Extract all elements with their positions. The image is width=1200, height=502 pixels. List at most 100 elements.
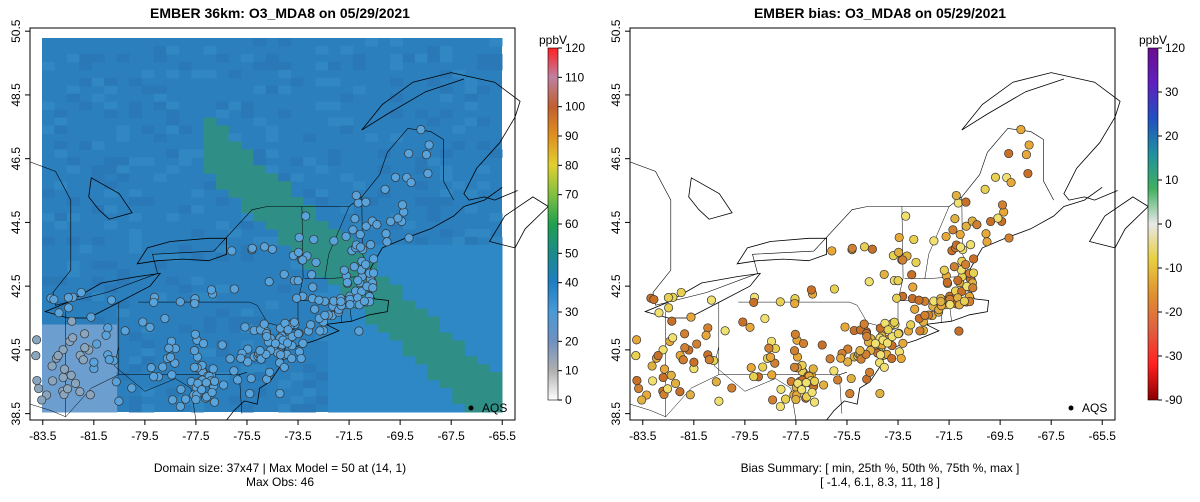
model-grid-cell <box>116 268 130 278</box>
model-grid-cell <box>153 85 167 95</box>
model-grid-cell <box>352 356 366 365</box>
model-grid-cell <box>116 53 130 63</box>
aqs-station-marker <box>351 190 361 201</box>
model-grid-cell <box>228 149 242 158</box>
bias-station-marker <box>632 335 642 345</box>
model-grid-cell <box>390 77 403 87</box>
aqs-station-marker <box>349 262 359 272</box>
aqs-station-marker <box>149 297 159 307</box>
model-grid-cell <box>253 197 267 206</box>
bias-station-marker <box>879 269 889 279</box>
model-grid-cell <box>415 109 428 119</box>
model-grid-cell <box>290 396 304 405</box>
model-grid-cell <box>265 165 279 174</box>
model-grid-cell <box>377 260 391 270</box>
model-grid-cell <box>178 61 192 71</box>
model-grid-cell <box>390 340 403 349</box>
model-grid-cell <box>402 356 416 365</box>
x-tick-label: -67.5 <box>1038 429 1066 443</box>
model-grid-cell <box>166 388 180 397</box>
x-tick-label: -77.5 <box>782 429 810 443</box>
model-grid-cell <box>303 364 316 373</box>
model-grid-cell <box>477 324 490 333</box>
bias-station-marker <box>745 322 755 332</box>
bias-panel: EMBER bias: O3_MDA8 on 05/29/2021 -83.5-… <box>600 0 1200 502</box>
model-grid-cell <box>253 181 267 190</box>
aqs-station-marker <box>336 296 346 307</box>
model-grid-cell <box>365 244 379 254</box>
model-grid-cell <box>327 340 341 349</box>
model-grid-cell <box>352 308 366 318</box>
aqs-station-marker <box>138 317 148 327</box>
model-grid-cell <box>278 404 292 413</box>
bias-station-marker <box>680 329 690 339</box>
model-grid-cell <box>141 404 155 413</box>
aqs-station-marker <box>368 268 379 278</box>
aqs-legend: AQS <box>1068 401 1107 415</box>
model-grid-cell <box>439 197 453 206</box>
model-grid-cell <box>390 109 403 119</box>
model-grid-cell <box>427 268 441 278</box>
model-grid-cell <box>228 316 242 325</box>
model-grid-cell <box>427 396 441 405</box>
model-grid-cell <box>365 356 379 365</box>
y-tick-label: 46.5 <box>609 147 623 171</box>
model-grid-cell <box>439 276 453 286</box>
model-grid-cell <box>166 213 180 222</box>
model-grid-cell <box>129 404 142 413</box>
model-grid-cell <box>352 364 366 373</box>
model-grid-cell <box>464 324 478 333</box>
model-grid-cell <box>489 292 503 302</box>
model-colorbar: ppbV 0 10 20 30 40 50 60 70 80 90 100 110 120 <box>539 33 585 407</box>
aqs-station-marker <box>329 236 339 246</box>
model-grid-cell <box>265 197 279 206</box>
model-grid-cell <box>477 364 490 373</box>
model-grid-cell <box>377 356 391 365</box>
model-grid-cell <box>439 93 453 103</box>
model-grid-cell <box>439 372 453 381</box>
bias-station-marker <box>993 213 1003 223</box>
model-grid-cell <box>377 348 391 357</box>
aqs-station-marker <box>54 308 64 318</box>
model-grid-cell <box>327 61 341 71</box>
model-grid-cell <box>240 197 254 206</box>
model-grid-cell <box>452 125 466 134</box>
model-grid-cell <box>315 77 329 87</box>
bias-station-marker <box>870 338 880 349</box>
aqs-station-marker <box>63 293 73 303</box>
model-grid-cell <box>278 213 292 222</box>
aqs-legend-dot <box>1068 405 1074 411</box>
model-max-obs: Max Obs: 46 <box>245 475 315 489</box>
model-grid-cell <box>91 324 105 333</box>
aqs-station-marker <box>306 320 316 330</box>
aqs-station-marker <box>59 364 70 374</box>
model-grid-cell <box>278 85 292 95</box>
model-grid-cell <box>402 348 416 357</box>
model-grid-cell <box>377 372 391 381</box>
aqs-station-marker <box>58 345 68 355</box>
model-grid-cell <box>390 324 403 333</box>
aqs-station-marker <box>160 313 170 324</box>
model-grid-cell <box>253 149 267 158</box>
model-grid-cell <box>327 364 341 373</box>
model-grid-cell <box>91 380 105 389</box>
aqs-station-marker <box>189 346 200 356</box>
colorbar-tick-label: 50 <box>565 246 579 260</box>
model-grid-cell <box>352 221 366 230</box>
model-grid-cell <box>365 197 379 206</box>
model-grid-cell <box>290 221 304 230</box>
model-grid-cell <box>390 93 403 103</box>
model-grid-cell <box>390 133 403 142</box>
aqs-station-marker <box>219 380 229 390</box>
model-grid-cell <box>489 244 503 254</box>
model-grid-cell <box>253 173 267 182</box>
model-grid-cell <box>415 372 428 381</box>
bias-station-marker <box>865 367 875 377</box>
model-grid-cell <box>42 276 55 286</box>
y-tick-label: 48.5 <box>9 83 23 107</box>
model-grid-cell <box>439 380 453 389</box>
model-grid-cell <box>315 46 329 55</box>
model-grid-cell <box>166 46 180 55</box>
model-grid-cell <box>402 316 416 325</box>
model-grid-cell <box>452 300 466 310</box>
